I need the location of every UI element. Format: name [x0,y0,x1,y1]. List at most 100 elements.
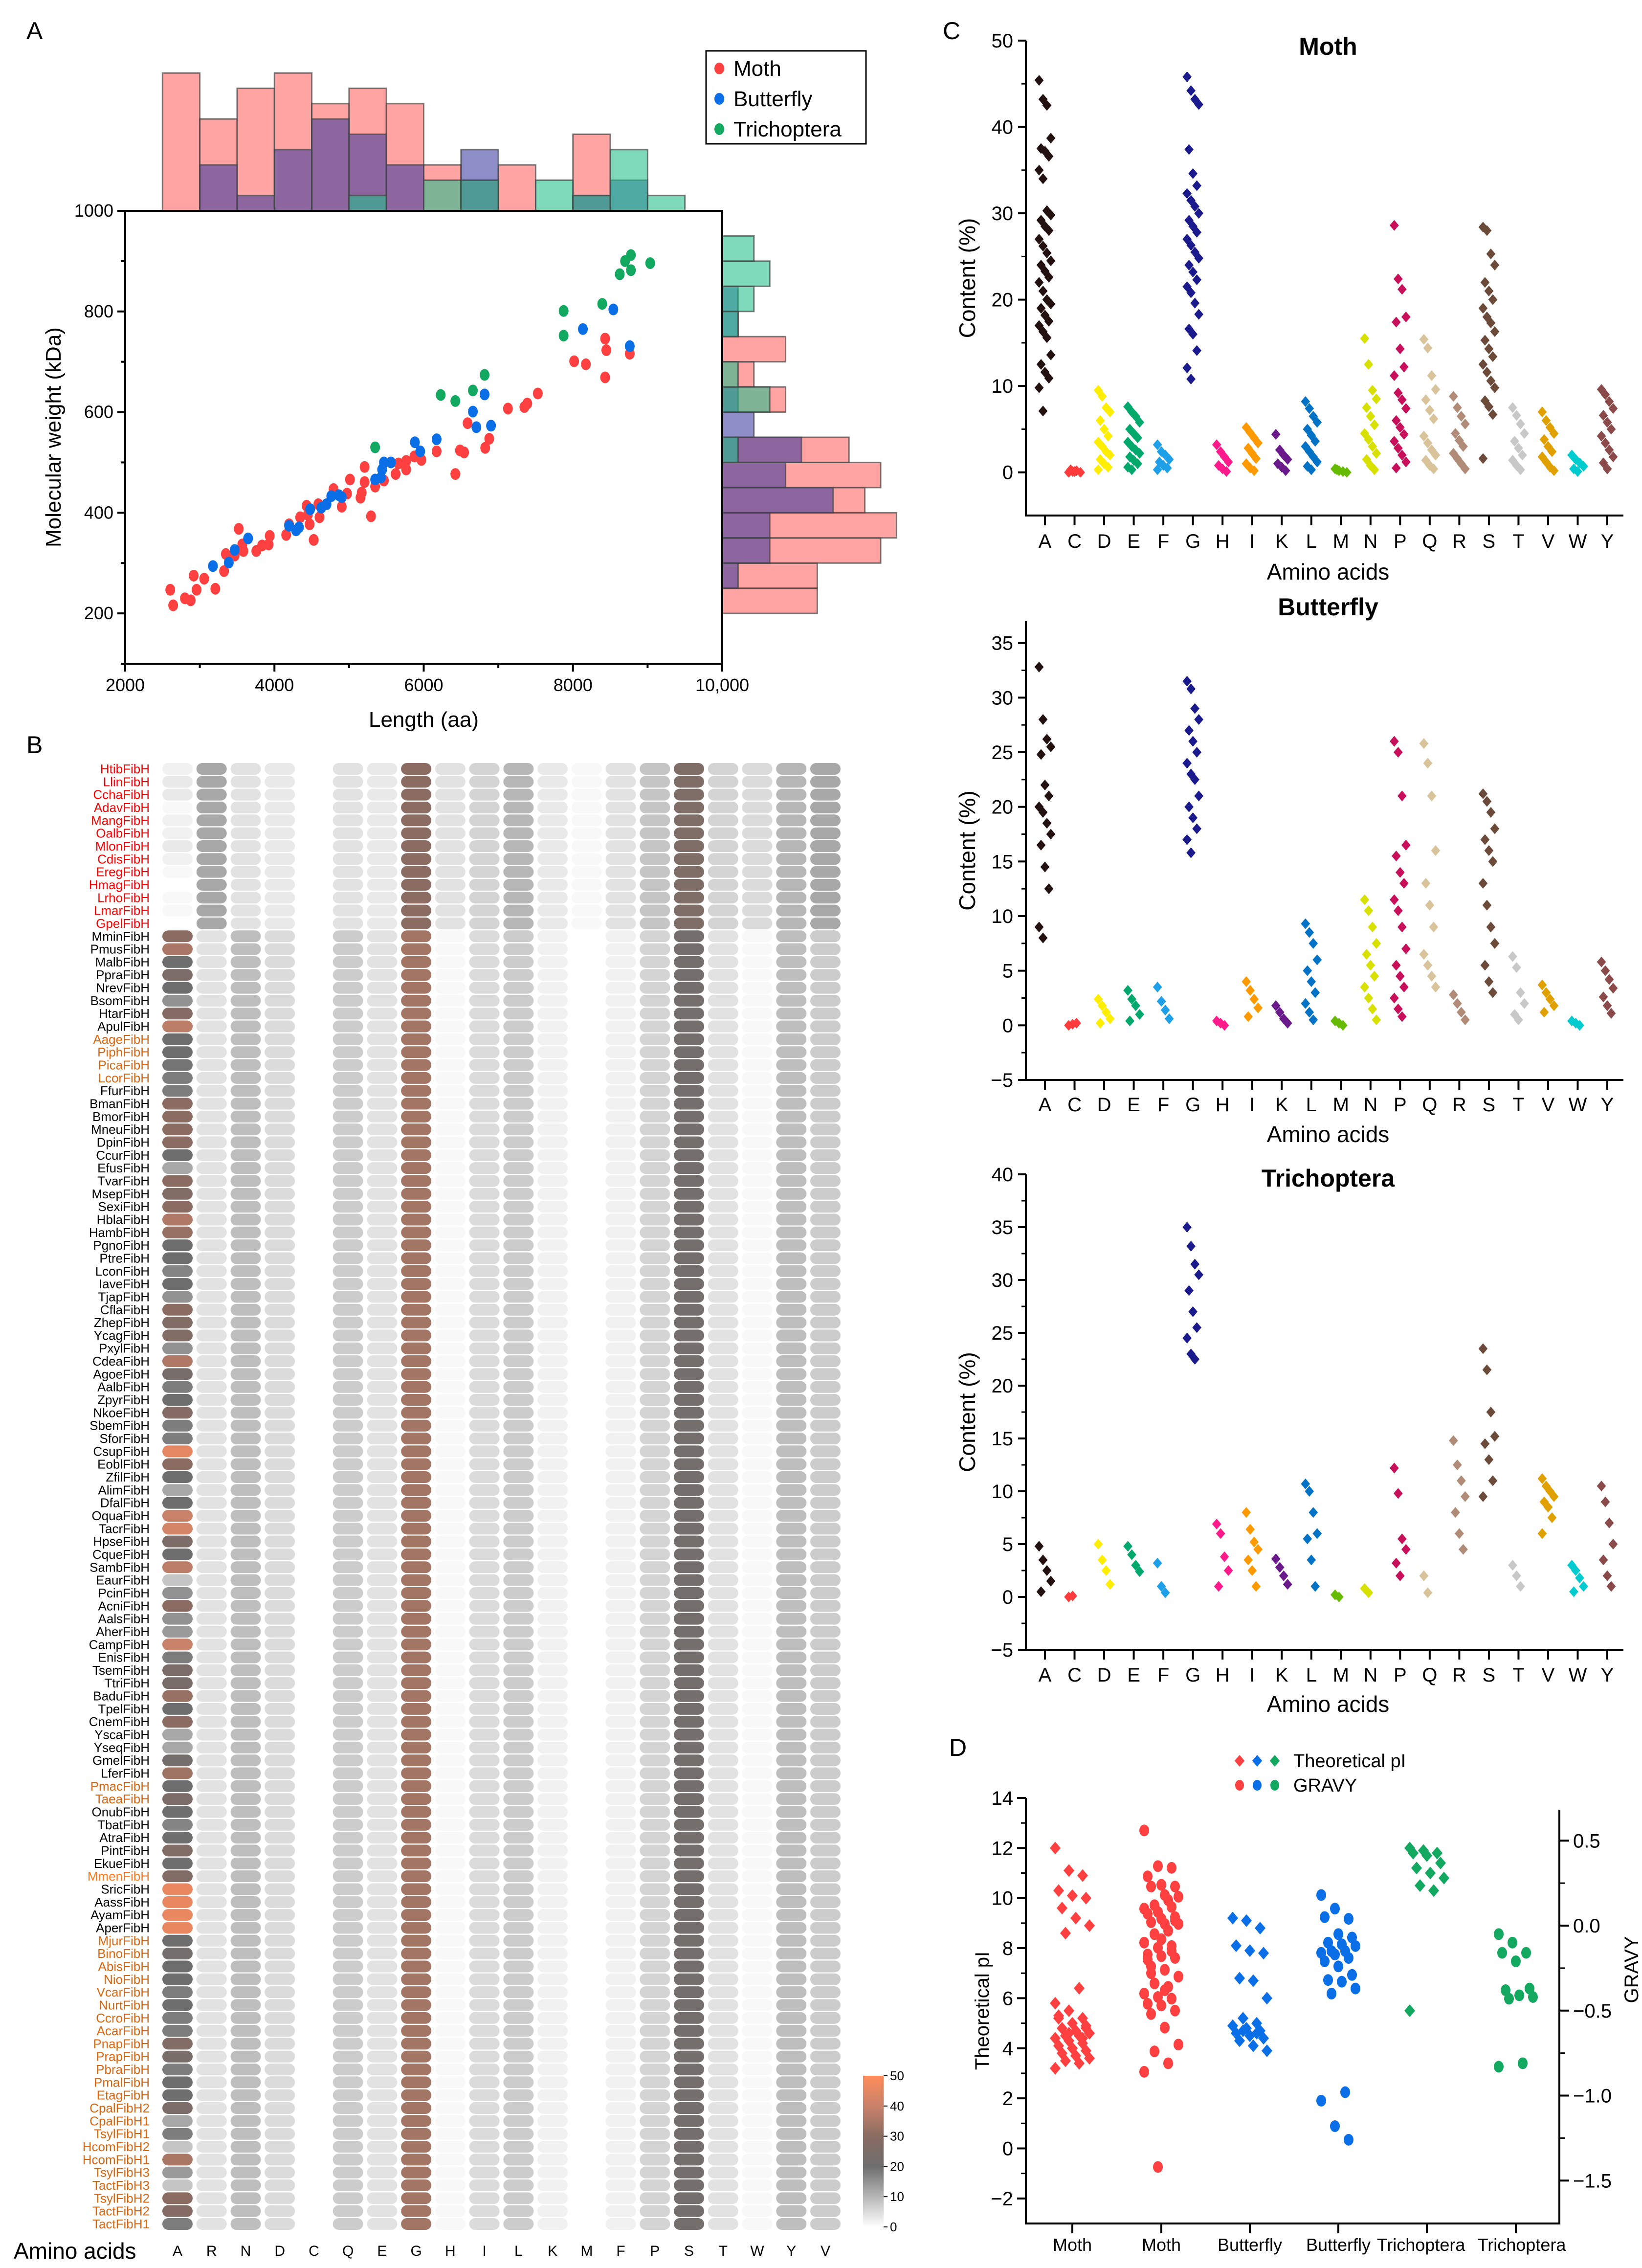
gravy-point-butterfly [1316,2094,1326,2107]
heatmap-cell [571,1445,602,1458]
heatmap-cell [708,1252,738,1264]
heatmap-cell [367,1716,398,1728]
heatmap-cell [265,1703,295,1715]
point-y [1597,1481,1606,1492]
heatmap-cell [503,1394,534,1406]
heatmap-cell [230,1819,261,1831]
heatmap-cell [298,1098,329,1110]
heatmap-cell [230,1278,261,1290]
heatmap-cell [776,1098,807,1110]
row-label: PcinFibH [98,1586,150,1600]
heatmap-cell [367,930,398,943]
heatmap-cell [367,1832,398,1844]
heatmap-cell [469,1136,500,1148]
heatmap-cell [435,1175,466,1187]
heatmap-cell [605,1793,636,1805]
pi-point-butterfly [1244,1944,1256,1957]
heatmap-cell [776,2076,807,2088]
heatmap-cell [537,1819,568,1831]
column-label: Y [786,2243,796,2259]
point-butterfly [578,323,588,335]
gravy-point-moth [1174,2039,1183,2051]
point-g [1182,1222,1192,1233]
heatmap-cell [776,892,807,904]
heatmap-cell [435,1394,466,1406]
heatmap-cell [640,2205,670,2217]
row-label: CpalFibH2 [89,2101,150,2115]
row-label: SambFibH [89,1560,150,1574]
heatmap-cell [674,1162,705,1174]
heatmap-cell [162,1098,193,1110]
heatmap-cell [401,1098,432,1110]
heatmap-cell [162,2166,193,2178]
point-y [1604,444,1614,455]
heatmap-cell [503,2154,534,2166]
heatmap-cell [708,2205,738,2217]
heatmap-cell [571,956,602,968]
heatmap-cell [640,2141,670,2153]
heatmap-cell [230,1394,261,1406]
heatmap-cell [367,1033,398,1045]
pi-point-moth [1070,1911,1082,1925]
heatmap-cell [265,1639,295,1651]
point-q [1427,790,1437,802]
heatmap-cell [435,904,466,917]
heatmap-cell [298,1329,329,1342]
legend-box [705,50,867,145]
heatmap-cell [708,1639,738,1651]
heatmap-cell [196,1213,227,1226]
heatmap-cell [401,1162,432,1174]
heatmap-cell [776,1162,807,1174]
point-a [1042,247,1052,259]
x-tick-label: Q [1422,1094,1437,1116]
column-label: K [548,2243,557,2259]
heatmap-cell [230,1780,261,1792]
x-tick-label: D [1097,1664,1111,1686]
heatmap-cell [742,1857,773,1869]
heatmap-cell [605,1394,636,1406]
x-tick-label: K [1275,531,1288,552]
heatmap-cell [776,1870,807,1883]
heatmap-cell [265,1806,295,1818]
heatmap-cell [537,1445,568,1458]
heatmap-cell [571,1677,602,1689]
heatmap-cell [333,930,363,943]
y-tick-label: 200 [84,603,113,623]
heatmap-cell [674,1059,705,1071]
heatmap-cell [776,2089,807,2101]
heatmap-cell [571,1806,602,1818]
heatmap-cell [367,1561,398,1573]
top-hist-bar-butterfly [236,195,275,212]
heatmap-cell [469,1317,500,1329]
point-a [1034,382,1044,393]
point-i [1242,1507,1251,1518]
heatmap-cell [333,1857,363,1869]
heatmap-cell [265,2115,295,2127]
row-label: CchaFibH [93,787,150,802]
heatmap-cell [196,1960,227,1973]
heatmap-cell [265,2076,295,2088]
heatmap-cell [401,1767,432,1779]
heatmap-cell [605,1291,636,1303]
point-c [1068,1590,1077,1601]
heatmap-cell [162,1433,193,1445]
heatmap-cell [196,1896,227,1908]
x-tick-label: Y [1601,1094,1614,1116]
heatmap-cell [367,1574,398,1586]
heatmap-cell [367,2089,398,2101]
heatmap-cell [776,2128,807,2140]
heatmap-cell [367,1780,398,1792]
heatmap-cell [742,1896,773,1908]
point-v [1539,434,1549,445]
heatmap-cell [640,1110,670,1123]
heatmap-cell [333,1033,363,1045]
heatmap-cell [367,892,398,904]
heatmap-cell [810,1973,841,1985]
heatmap-cell [503,1767,534,1779]
heatmap-cell [571,1832,602,1844]
row-label: DfalFibH [100,1496,150,1510]
heatmap-cell [469,1394,500,1406]
heatmap-cell [708,2025,738,2037]
heatmap-cell [230,1857,261,1869]
heatmap-cell [708,1587,738,1599]
